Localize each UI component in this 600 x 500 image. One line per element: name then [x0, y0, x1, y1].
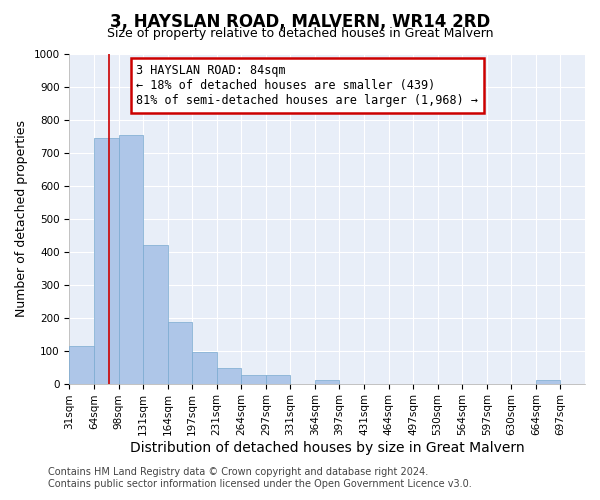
Bar: [94, 138, 119, 384]
Text: Size of property relative to detached houses in Great Malvern: Size of property relative to detached ho…: [107, 28, 493, 40]
Bar: [536, 380, 560, 384]
Text: 3, HAYSLAN ROAD, MALVERN, WR14 2RD: 3, HAYSLAN ROAD, MALVERN, WR14 2RD: [110, 12, 490, 30]
Text: Contains HM Land Registry data © Crown copyright and database right 2024.
Contai: Contains HM Land Registry data © Crown c…: [48, 468, 472, 489]
Bar: [119, 135, 143, 384]
Bar: [143, 245, 167, 384]
Bar: [192, 352, 217, 384]
Bar: [315, 380, 340, 384]
Bar: [241, 376, 266, 384]
Y-axis label: Number of detached properties: Number of detached properties: [15, 120, 28, 318]
Text: 3 HAYSLAN ROAD: 84sqm
← 18% of detached houses are smaller (439)
81% of semi-det: 3 HAYSLAN ROAD: 84sqm ← 18% of detached …: [136, 64, 478, 107]
X-axis label: Distribution of detached houses by size in Great Malvern: Distribution of detached houses by size …: [130, 441, 524, 455]
Bar: [70, 346, 94, 384]
Bar: [167, 322, 192, 384]
Bar: [217, 368, 241, 384]
Bar: [266, 376, 290, 384]
